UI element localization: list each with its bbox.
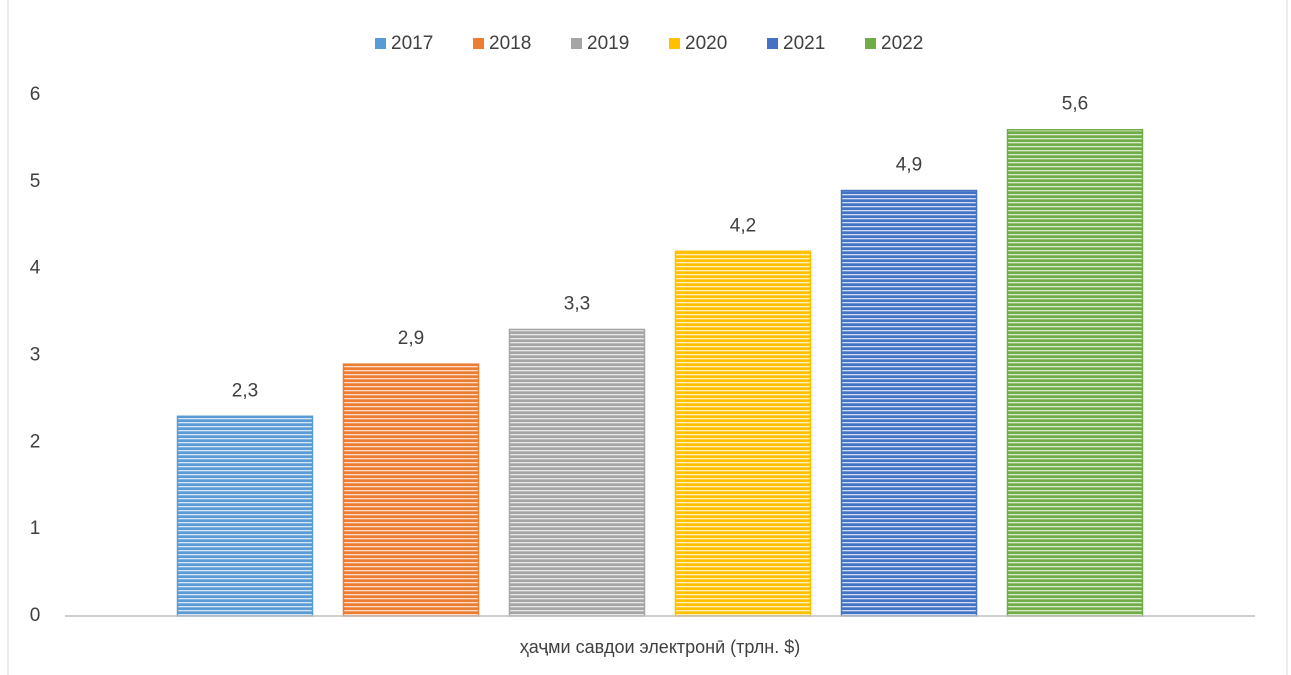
legend-label: 2017 [391, 33, 433, 54]
bar [176, 415, 314, 617]
data-label: 2,3 [232, 380, 258, 401]
bar [674, 250, 812, 617]
bar [1006, 128, 1144, 617]
legend-label: 2020 [685, 33, 727, 54]
legend-label: 2018 [489, 33, 531, 54]
data-label: 4,9 [896, 155, 922, 176]
y-tick-label: 2 [30, 431, 41, 452]
legend-swatch [865, 38, 876, 49]
y-tick-label: 6 [30, 84, 41, 105]
y-tick-label: 0 [30, 605, 41, 626]
legend-swatch [375, 38, 386, 49]
y-tick-label: 4 [30, 258, 41, 279]
data-label: 3,3 [564, 293, 590, 314]
data-label: 4,2 [730, 215, 756, 236]
legend-swatch [767, 38, 778, 49]
bar [342, 363, 480, 617]
legend-swatch [571, 38, 582, 49]
y-tick-label: 5 [30, 171, 41, 192]
legend-label: 2022 [881, 33, 923, 54]
bar [840, 189, 978, 617]
legend-swatch [473, 38, 484, 49]
bar [508, 328, 646, 617]
legend-swatch [669, 38, 680, 49]
legend-label: 2021 [783, 33, 825, 54]
y-tick-label: 3 [30, 345, 41, 366]
y-tick-label: 1 [30, 518, 41, 539]
x-tick-label: ҳаҷми савдои электронӣ (трлн. $) [520, 637, 801, 657]
data-label: 2,9 [398, 328, 424, 349]
data-label: 5,6 [1062, 94, 1088, 115]
legend-label: 2019 [587, 33, 629, 54]
